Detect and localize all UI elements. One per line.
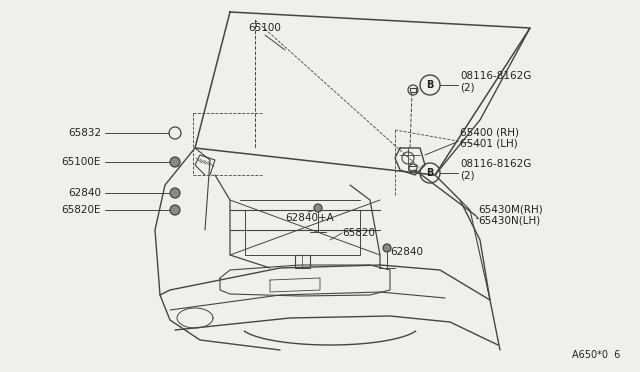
Text: 65820E: 65820E	[61, 205, 101, 215]
Text: A650*0  6: A650*0 6	[572, 350, 620, 360]
Text: 65820: 65820	[342, 228, 375, 238]
Text: 62840: 62840	[68, 188, 101, 198]
Text: B: B	[426, 80, 434, 90]
Text: 65100: 65100	[248, 23, 282, 33]
Circle shape	[383, 244, 391, 252]
Circle shape	[170, 157, 180, 167]
Circle shape	[170, 205, 180, 215]
Text: 65430M(RH)
65430N(LH): 65430M(RH) 65430N(LH)	[478, 204, 543, 226]
Circle shape	[314, 204, 322, 212]
Text: 08116-8162G
(2): 08116-8162G (2)	[460, 71, 531, 93]
Text: B: B	[426, 168, 434, 178]
Text: 65100E: 65100E	[61, 157, 101, 167]
Text: 65832: 65832	[68, 128, 101, 138]
Text: 62840+A: 62840+A	[285, 213, 334, 223]
Text: 65400 (RH)
65401 (LH): 65400 (RH) 65401 (LH)	[460, 127, 519, 149]
Circle shape	[170, 188, 180, 198]
Text: 08116-8162G
(2): 08116-8162G (2)	[460, 159, 531, 181]
Text: 62840: 62840	[390, 247, 423, 257]
